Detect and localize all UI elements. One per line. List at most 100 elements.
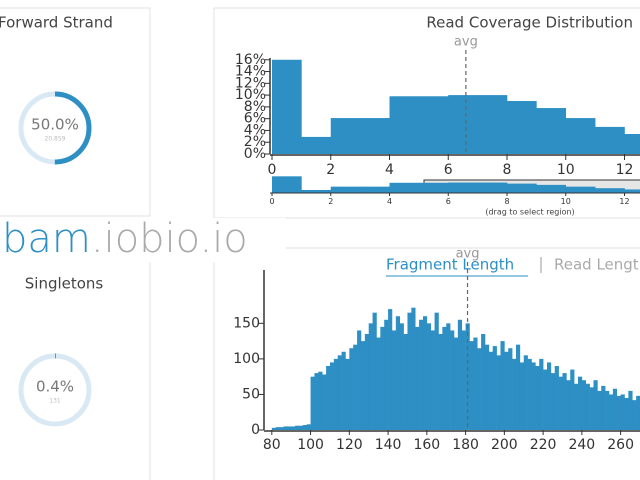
bar [353,344,358,430]
bar [620,394,625,430]
bar [399,323,404,430]
bar [477,95,508,154]
bar [581,380,587,430]
x-tick-label: 10 [557,162,575,178]
y-tick-label: 0 [251,422,260,438]
avg-label: avg [456,247,480,262]
y-tick-label: 2% [244,134,266,150]
bar [272,176,302,193]
y-tick-label: 4% [244,122,266,138]
logo-name: bam [2,216,91,262]
x-tick-label: 160 [413,437,440,453]
bar [473,337,478,430]
bar [388,309,393,430]
bar [624,189,640,193]
bar [418,96,449,154]
bar [422,316,428,430]
y-tick-label: 12% [235,75,266,91]
bar [295,425,300,430]
x-tick-label: 6 [444,162,453,178]
donut-label: 0.4% [36,378,74,396]
bar [301,136,332,154]
bar [291,426,296,430]
bar [310,376,315,430]
bar [453,337,459,430]
x-tick-label: 8 [504,197,509,206]
bar [597,390,602,430]
bar [341,351,346,430]
bar [508,348,513,430]
bar [539,358,544,430]
bar [333,358,338,430]
bar [601,385,606,430]
bar [558,376,563,430]
bar [438,334,443,430]
bar [457,319,463,430]
bar [589,387,594,430]
bar [595,188,625,193]
x-tick-label: 8 [503,162,512,178]
bar [326,366,331,430]
bar [283,426,288,430]
bar [271,427,276,430]
bar [574,383,579,430]
y-tick-label: 8% [244,99,266,115]
bar [372,312,377,430]
bar [368,323,373,430]
bar [554,366,559,430]
bar [616,395,621,430]
y-tick-label: 0% [244,146,266,162]
bar [279,427,284,430]
bar [512,358,517,430]
bar [450,330,455,430]
chart-title: Read Coverage Distribution [426,14,633,32]
bar [605,390,610,430]
bar [477,182,508,193]
bar [419,319,424,430]
bar [330,186,361,193]
bar [430,330,435,430]
bar [595,126,625,154]
bar [298,425,304,430]
bar [357,330,362,430]
x-tick-label: 140 [375,437,402,453]
y-tick-label: 150 [233,315,260,331]
bar [380,326,385,430]
x-tick-label: 12 [619,197,629,206]
bar [535,366,540,430]
bar [632,400,637,430]
bar [329,362,335,430]
x-tick-label: 0 [269,197,274,206]
tab[interactable]: Read Length [554,256,640,274]
bar [434,312,439,430]
y-tick-label: 10% [235,87,266,103]
bar [448,95,478,154]
tab[interactable]: Fragment Length [386,256,514,274]
donut-count: 131 [49,398,61,405]
bars [272,59,640,154]
bar [446,323,451,430]
bar [523,355,528,430]
bar [577,376,583,430]
bar [562,373,567,430]
bar [322,374,327,430]
bar [507,100,537,154]
bar [360,186,390,193]
bar [593,380,598,430]
bar [519,362,525,430]
bar [515,344,521,430]
bar [376,337,381,430]
bar [496,355,501,430]
bar [481,334,486,430]
bar [389,96,420,154]
bar [550,373,556,430]
y-tick-label: 100 [233,351,260,367]
bar [314,373,319,430]
bar [536,184,567,193]
bar [426,323,432,430]
bar [442,326,447,430]
bar [389,182,420,193]
bars [271,307,640,430]
x-tick-label: 2 [326,162,335,178]
bar [500,341,505,430]
